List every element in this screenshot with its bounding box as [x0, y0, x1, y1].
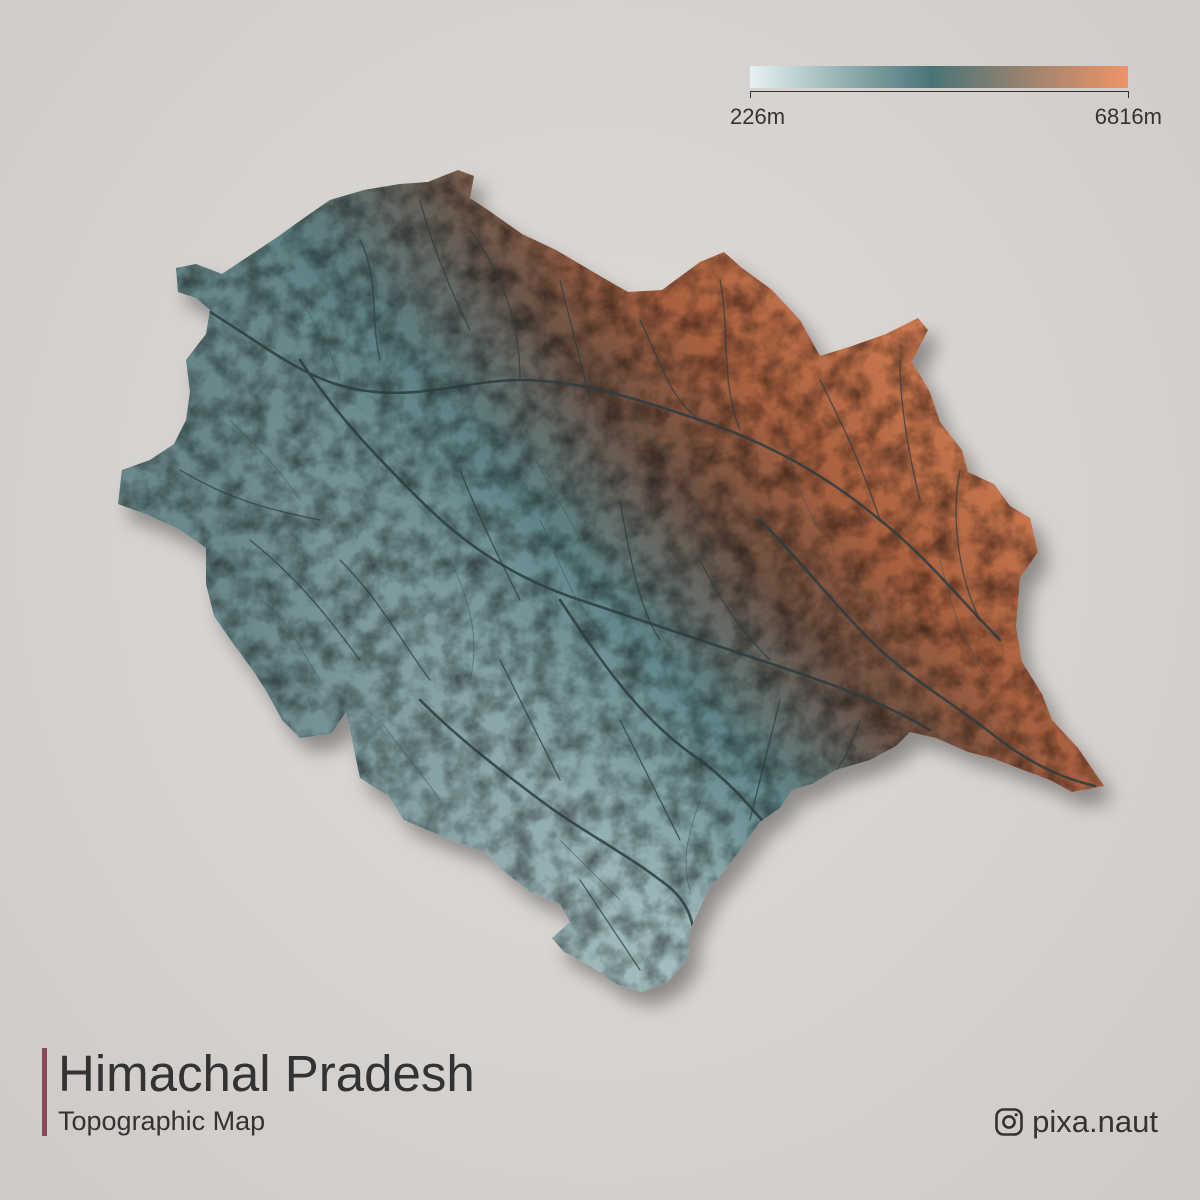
map-subtitle: Topographic Map	[58, 1106, 266, 1136]
author-handle: pixa.naut	[1032, 1104, 1158, 1139]
elevation-legend: 226m 6816m	[730, 60, 1170, 130]
river-main-south	[418, 698, 695, 962]
author-credit: pixa.naut	[994, 1102, 1158, 1142]
legend-axis-line	[750, 91, 1128, 92]
river-network	[179, 199, 1097, 971]
legend-min-label: 226m	[730, 104, 786, 129]
river-main-north	[188, 298, 1002, 642]
title-accent-bar	[42, 1048, 47, 1136]
map-title-block: Himachal Pradesh Topographic Map	[42, 1045, 602, 1138]
legend-tick-min	[750, 91, 751, 98]
map-title: Himachal Pradesh	[58, 1045, 475, 1102]
river-main-central	[298, 358, 932, 732]
river-east	[758, 518, 1097, 788]
elevation-color-ramp	[750, 66, 1128, 88]
legend-max-label: 6816m	[1094, 104, 1162, 129]
instagram-icon	[995, 1108, 1023, 1136]
legend-tick-max	[1128, 91, 1129, 98]
river-southeast	[558, 598, 782, 842]
